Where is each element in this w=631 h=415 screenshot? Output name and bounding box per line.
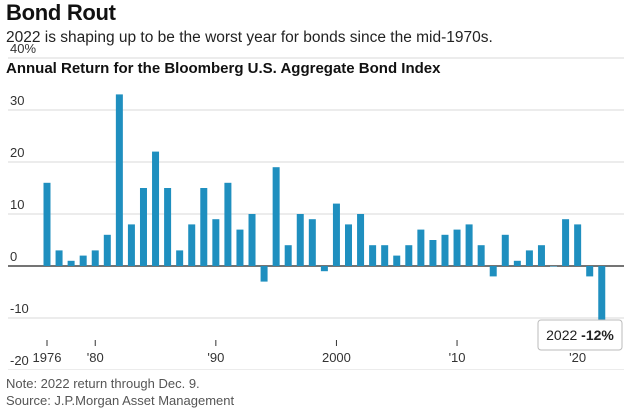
- bar: [248, 214, 256, 266]
- source-note: Source: J.P.Morgan Asset Management: [6, 393, 235, 408]
- bar: [127, 224, 135, 266]
- annotation-value: -12%: [581, 327, 614, 343]
- x-axis: 1976 '80 '90 2000 '10 '20: [33, 340, 586, 365]
- bar: [236, 229, 244, 266]
- bar: [441, 234, 449, 266]
- bar-chart: -20 -10 0 10 20 30 40% 1976 '80 '90 2000 '10 '20 20…: [8, 41, 624, 370]
- chart-headline: Bond Rout: [6, 0, 116, 25]
- bar: [79, 255, 87, 266]
- bar: [272, 167, 280, 266]
- bar: [465, 224, 473, 266]
- x-tick-label: 1976: [33, 350, 62, 365]
- bar: [369, 245, 377, 266]
- bar: [586, 266, 594, 277]
- bar: [598, 266, 606, 329]
- annotation-label: 2022 -12%: [546, 327, 614, 343]
- annotation-year: 2022: [546, 327, 581, 343]
- x-tick-label: '20: [569, 350, 586, 365]
- bar: [55, 250, 63, 266]
- bar: [332, 203, 340, 266]
- bar: [176, 250, 184, 266]
- y-tick-label: 30: [10, 93, 24, 108]
- bar: [139, 188, 147, 266]
- bar: [67, 260, 75, 266]
- bar: [417, 229, 425, 266]
- bar: [574, 224, 582, 266]
- y-tick-label: -10: [10, 301, 29, 316]
- bar: [550, 266, 558, 267]
- bar: [43, 182, 51, 266]
- chart-title: Annual Return for the Bloomberg U.S. Agg…: [6, 60, 441, 77]
- x-tick-label: '80: [87, 350, 104, 365]
- bar: [296, 214, 304, 266]
- bar: [477, 245, 485, 266]
- bar: [284, 245, 292, 266]
- chart-subtitle: 2022 is shaping up to be the worst year …: [6, 29, 493, 46]
- annotation: 2022 -12%: [537, 319, 623, 351]
- bars: [43, 94, 606, 329]
- y-tick-label: 0: [10, 249, 17, 264]
- bar: [513, 260, 521, 266]
- bar: [345, 224, 352, 266]
- gridlines: [8, 57, 624, 370]
- bar: [260, 266, 268, 282]
- footnote: Note: 2022 return through Dec. 9.: [6, 376, 200, 391]
- bar: [224, 182, 232, 266]
- x-tick-label: '90: [207, 350, 224, 365]
- bar: [320, 266, 328, 272]
- bar: [152, 151, 160, 266]
- bar: [453, 229, 461, 266]
- bar: [537, 245, 545, 266]
- y-tick-label: 10: [10, 197, 24, 212]
- bar: [357, 214, 365, 266]
- x-tick-label: 2000: [322, 350, 351, 365]
- bar: [212, 219, 220, 266]
- bar: [200, 188, 208, 266]
- bar: [489, 266, 497, 277]
- y-axis-labels: -20 -10 0 10 20 30 40%: [10, 41, 36, 368]
- x-tick-label: '10: [449, 350, 466, 365]
- bar: [525, 250, 533, 266]
- bar: [188, 224, 196, 266]
- bar: [429, 240, 437, 266]
- bar: [381, 245, 389, 266]
- bar: [103, 234, 111, 266]
- annotation-box: [537, 319, 623, 351]
- bar: [91, 250, 99, 266]
- bar: [308, 219, 316, 266]
- bar: [405, 245, 413, 266]
- bar: [501, 234, 509, 266]
- y-tick-label: 40%: [10, 41, 36, 56]
- bar: [164, 188, 172, 266]
- bar: [393, 255, 401, 266]
- bar: [562, 219, 570, 266]
- bar: [115, 94, 123, 267]
- y-tick-label: -20: [10, 353, 29, 368]
- y-tick-label: 20: [10, 145, 24, 160]
